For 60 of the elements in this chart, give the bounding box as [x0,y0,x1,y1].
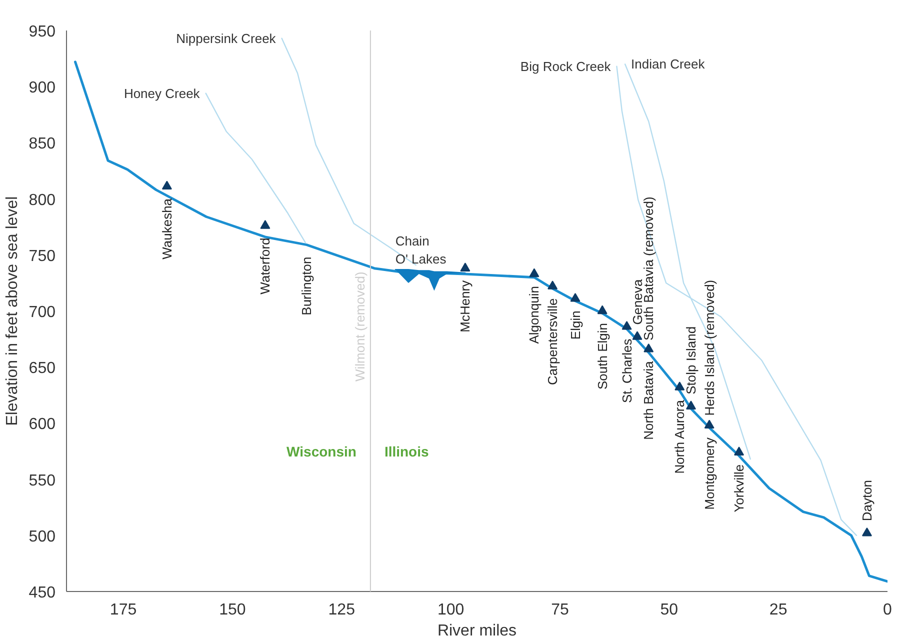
x-tick-label: 125 [328,602,356,618]
point [622,321,632,330]
y-tick-label: 650 [28,360,56,378]
y-tick-label: 950 [28,24,56,40]
x-axis-title: River miles [437,622,517,640]
y-tick-label: 850 [28,136,56,153]
point [644,343,654,352]
point [704,420,714,429]
series-label: Honey Creek [124,86,200,101]
point [686,400,696,410]
point [460,262,470,272]
annotation: Stolp Island [683,326,698,394]
y-tick-label: 700 [28,304,56,321]
point [734,446,744,456]
annotation: Waukesha [159,198,174,260]
point [674,382,685,390]
x-tick-label: 0 [883,602,892,618]
point [162,180,172,190]
annotation: North Aurora [672,399,688,474]
y-tick-label: 550 [28,472,56,490]
y-axis-title: Elevation in feet above sea level [4,196,21,426]
annotation: McHenry [458,280,473,332]
line-series [74,60,888,583]
x-tick-label: 175 [110,602,137,618]
annotation: Yorkville [732,464,747,512]
y-tick-label: 500 [28,528,56,546]
point [597,305,608,314]
point [260,220,270,229]
point [570,292,580,302]
y-tick-label: 450 [28,584,56,602]
annotation: North Batavia [641,360,656,440]
y-tick-label: 750 [28,248,56,265]
x-tick-label: 100 [437,602,464,618]
x-tick-label: 50 [660,602,678,618]
annotation: Illinois [384,443,429,460]
point [548,280,558,290]
annotation: Herds Island (removed) [702,280,717,416]
annotation: Algonquin [526,286,542,344]
annotation: Elgin [568,310,583,340]
point [632,331,642,340]
point [862,527,872,536]
annotation: Burlington [299,256,314,316]
series-label: Chain O' Lakes [395,233,447,266]
series-label: Nippersink Creek [176,30,276,46]
x-tick-label: 75 [551,602,569,618]
annotation: St. Charles [619,338,634,404]
x-tick-label: 25 [769,602,788,618]
series-label: Indian Creek [631,56,706,72]
y-tick-label: 900 [28,80,56,97]
series-label: Big Rock Creek [520,58,612,74]
annotation: Wisconsin [286,443,356,460]
annotation: Dayton [859,480,874,522]
annotation: Carpentersville [545,298,560,386]
annotation: Montgomery [702,436,717,510]
x-tick-label: 150 [219,602,246,618]
y-tick-label: 800 [28,192,56,209]
point [529,268,540,278]
annotation: South Elgin [594,322,610,390]
y-tick-label: 600 [28,416,56,434]
annotation: Waterford [258,238,273,294]
